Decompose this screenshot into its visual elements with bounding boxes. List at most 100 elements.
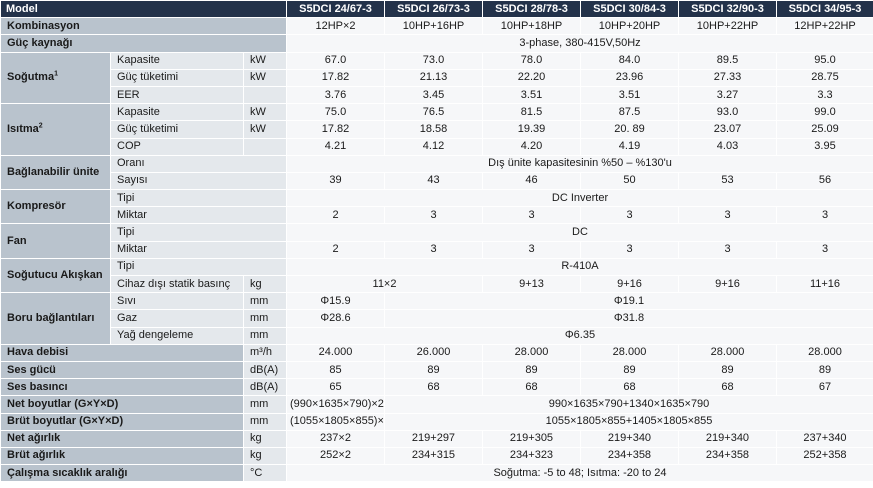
table-cell: 3.95: [776, 137, 873, 156]
table-cell: 84.0: [580, 51, 679, 70]
sub-label: COP: [110, 137, 244, 156]
row-label: Kombinasyon: [0, 17, 287, 36]
table-cell: 81.5: [482, 103, 581, 122]
table-row: Ses gücü dB(A) 85 89 89 89 89 89: [0, 360, 873, 380]
row-label: Net ağırlık: [0, 429, 244, 448]
sub-label: Miktar: [110, 240, 287, 259]
table-cell: 10HP+18HP: [482, 17, 581, 36]
table-cell: 28.000: [482, 343, 581, 362]
table-cell: 65: [286, 378, 385, 397]
table-row: Isıtma2 Kapasite kW 75.0 76.5 81.5 87.5 …: [0, 103, 873, 156]
table-cell: 9+16: [678, 274, 777, 294]
table-cell: 9+13: [482, 274, 581, 294]
table-cell: 9+16: [580, 274, 679, 294]
table-cell: 87.5: [580, 103, 679, 122]
table-cell: (1055×1805×855)×2: [286, 412, 385, 431]
table-cell: 68: [482, 378, 581, 397]
table-cell: 4.03: [678, 137, 777, 156]
table-cell: 17.82: [286, 120, 385, 139]
row-label: Hava debisi: [0, 343, 244, 362]
sub-label: Cihaz dışı statik basınç: [110, 274, 244, 294]
model-name: S5DCI 30/84-3: [580, 0, 679, 19]
row-label: Çalışma sıcaklık aralığı: [0, 464, 244, 483]
table-cell: 3: [482, 206, 581, 225]
table-cell: Dış ünite kapasitesinin %50 – %130'u: [286, 154, 873, 173]
table-cell: 43: [384, 171, 483, 191]
unit-cell: [243, 85, 287, 105]
model-name: S5DCI 24/67-3: [286, 0, 385, 19]
group-label-text: Isıtma: [7, 122, 39, 135]
table-cell: 20. 89: [580, 120, 679, 139]
table-row: Çalışma sıcaklık aralığı °C Soğutma: -5 …: [0, 464, 873, 483]
table-cell: 78.0: [482, 51, 581, 70]
row-label: Ses basıncı: [0, 378, 244, 397]
sub-label: Güç tüketimi: [110, 120, 244, 139]
unit-cell: mm: [243, 395, 287, 414]
table-row: Yağ dengeleme mm Φ6.35: [1, 326, 873, 345]
group-label: Soğutucu Akışkan: [0, 257, 111, 294]
unit-cell: kg: [243, 274, 287, 294]
table-cell: 3.27: [678, 85, 777, 105]
table-cell: 10HP+22HP: [678, 17, 777, 36]
sub-label: Kapasite: [110, 103, 244, 122]
table-cell: 28.000: [776, 343, 873, 362]
table-cell: 21.13: [384, 68, 483, 87]
table-cell: 89: [482, 360, 581, 380]
table-cell: 3: [776, 240, 873, 259]
table-cell: 95.0: [776, 51, 873, 70]
table-cell: Φ6.35: [286, 326, 873, 345]
table-row: Fan Tipi DC: [0, 223, 873, 259]
table-cell: 4.20: [482, 137, 581, 156]
table-row: EER 3.76 3.45 3.51 3.51 3.27 3.3: [1, 85, 873, 105]
table-cell: 75.0: [286, 103, 385, 122]
table-cell: 219+340: [678, 429, 777, 448]
table-cell: 3: [482, 240, 581, 259]
table-cell: (990×1635×790)×2: [286, 395, 385, 414]
sub-label: Sıvı: [110, 292, 244, 311]
table-cell: 89: [384, 360, 483, 380]
group-label: Fan: [0, 223, 111, 259]
table-row: Brüt boyutlar (G×Y×D) mm (1055×1805×855)…: [0, 412, 873, 431]
table-cell: 990×1635×790+1340×1635×790: [384, 395, 873, 414]
table-cell: Φ31.8: [384, 309, 873, 328]
group-label: Kompresör: [0, 189, 111, 225]
table-cell: 39: [286, 171, 385, 191]
model-name: S5DCI 26/73-3: [384, 0, 483, 19]
unit-cell: kW: [243, 68, 287, 87]
table-cell: 23.07: [678, 120, 777, 139]
table-cell: 28.75: [776, 68, 873, 87]
table-cell: 3: [776, 206, 873, 225]
unit-cell: [243, 137, 287, 156]
unit-cell: °C: [243, 464, 287, 483]
table-row: Soğutucu Akışkan Tipi R-410A: [0, 257, 873, 294]
table-cell: 68: [580, 378, 679, 397]
table-cell: Φ19.1: [384, 292, 873, 311]
row-label: Net boyutlar (G×Y×D): [0, 395, 244, 414]
table-cell: Φ15.9: [286, 292, 385, 311]
group-label: Bağlanabilir ünite: [0, 154, 111, 191]
group-label-text: Soğutma: [7, 71, 55, 84]
model-name: S5DCI 28/78-3: [482, 0, 581, 19]
sub-label: Kapasite: [110, 51, 244, 70]
table-row: Güç tüketimi kW 17.82 21.13 22.20 23.96 …: [1, 68, 873, 87]
sub-label: Miktar: [110, 206, 287, 225]
table-cell: 237+340: [776, 429, 873, 448]
table-cell: 2: [286, 206, 385, 225]
table-row: Miktar 2 3 3 3 3 3: [1, 206, 873, 225]
unit-cell: mm: [243, 292, 287, 311]
table-cell: 219+297: [384, 429, 483, 448]
table-row: Soğutma1 Kapasite kW 67.0 73.0 78.0 84.0…: [0, 51, 873, 105]
model-name: S5DCI 32/90-3: [678, 0, 777, 19]
table-cell: 99.0: [776, 103, 873, 122]
table-cell: 234+358: [678, 446, 777, 466]
table-cell: 18.58: [384, 120, 483, 139]
table-cell: 89: [580, 360, 679, 380]
table-cell: 68: [678, 378, 777, 397]
table-cell: 68: [384, 378, 483, 397]
table-cell: 67.0: [286, 51, 385, 70]
table-cell: 237×2: [286, 429, 385, 448]
row-label: Ses gücü: [0, 360, 244, 380]
sub-label: Tipi: [110, 189, 287, 208]
table-cell: 11+16: [776, 274, 873, 294]
